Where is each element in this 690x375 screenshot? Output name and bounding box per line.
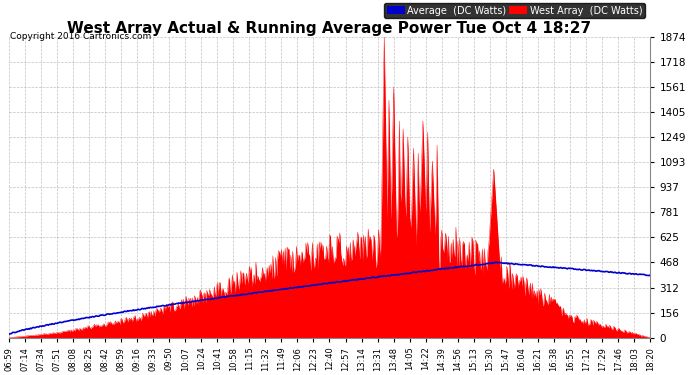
Text: Copyright 2016 Cartronics.com: Copyright 2016 Cartronics.com [10,32,152,41]
Legend: Average  (DC Watts), West Array  (DC Watts): Average (DC Watts), West Array (DC Watts… [384,3,645,18]
Title: West Array Actual & Running Average Power Tue Oct 4 18:27: West Array Actual & Running Average Powe… [68,21,591,36]
